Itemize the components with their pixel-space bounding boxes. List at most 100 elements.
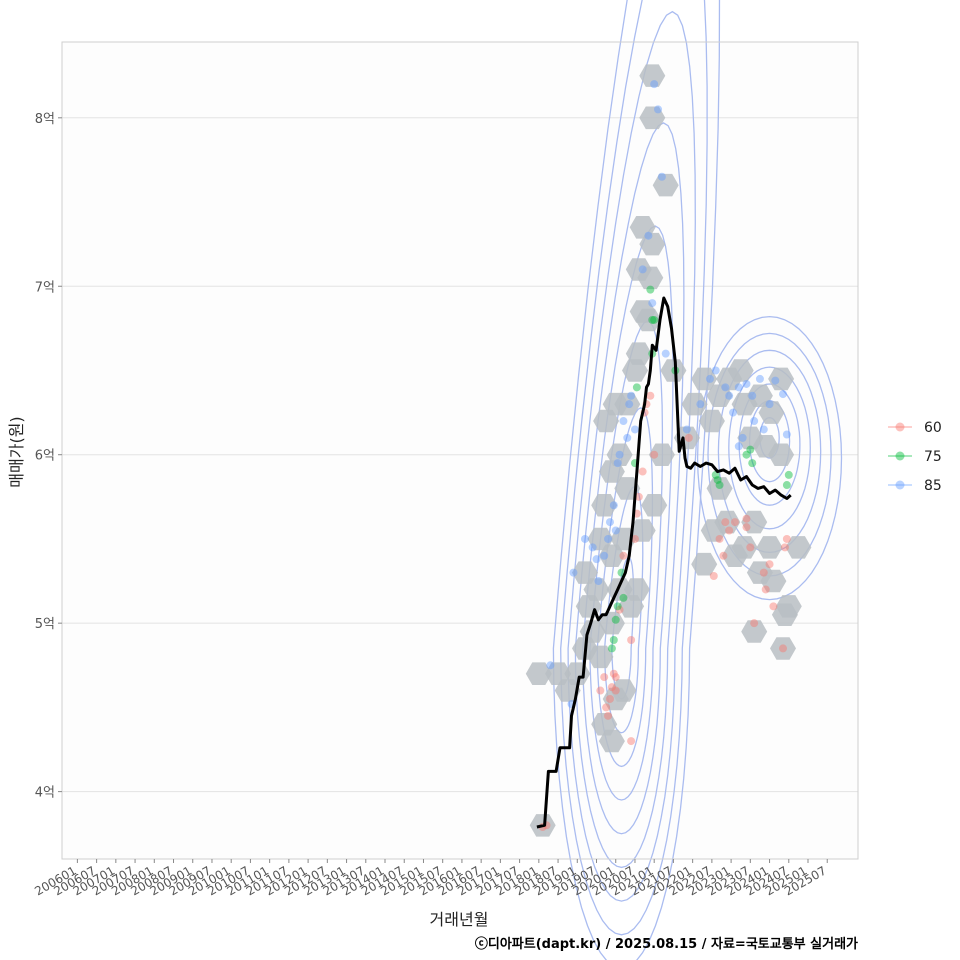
- hexbin-cell: [785, 536, 812, 559]
- scatter-point-85: [611, 526, 620, 535]
- scatter-point-85: [592, 555, 601, 564]
- scatter-point-75: [646, 285, 655, 294]
- scatter-point-75: [607, 644, 616, 653]
- scatter-point-75: [784, 470, 793, 479]
- hexbin-cell: [681, 392, 708, 416]
- scatter-point-85: [748, 391, 757, 400]
- hexbin-cell: [741, 620, 768, 643]
- trend-line: [536, 296, 792, 829]
- hexbin-cell: [714, 510, 741, 534]
- scatter-point-60: [650, 450, 659, 459]
- hexbin-cell: [771, 603, 798, 626]
- scatter-point-75: [715, 481, 724, 490]
- scatter-point-60: [596, 686, 605, 695]
- scatter-point-60: [719, 551, 728, 560]
- contour-right: [707, 332, 832, 577]
- scatter-point-60: [750, 619, 759, 628]
- hexbin-cell: [593, 409, 620, 433]
- scatter-point-75: [613, 602, 622, 611]
- y-tick-label: 6억: [35, 449, 55, 464]
- hexbin-cell: [760, 569, 787, 593]
- scatter-point-85: [711, 366, 720, 375]
- scatter-point-85: [648, 299, 657, 308]
- scatter-point-60: [725, 526, 734, 535]
- scatter-point-85: [765, 400, 774, 409]
- hexbin-cell: [741, 510, 768, 534]
- scatter-point-85: [623, 433, 632, 442]
- hexbin-cell: [758, 401, 785, 424]
- hexbin-cell: [727, 359, 754, 382]
- scatter-point-60: [730, 518, 739, 527]
- hexbin-cell: [629, 519, 656, 542]
- scatter-point-60: [769, 602, 778, 611]
- scatter-point-85: [725, 391, 734, 400]
- scatter-point-85: [661, 349, 670, 358]
- scatter-point-60: [627, 737, 636, 746]
- scatter-point-60: [780, 543, 789, 552]
- scatter-point-75: [619, 593, 628, 602]
- legend-label: 60: [924, 420, 942, 436]
- scatter-point-85: [738, 433, 747, 442]
- scatter-point-60: [779, 644, 788, 653]
- y-tick-label: 4억: [35, 786, 55, 801]
- scatter-point-85: [630, 425, 639, 434]
- scatter-point-85: [759, 425, 768, 434]
- scatter-point-75: [713, 475, 722, 484]
- hexbin-cell: [614, 392, 641, 416]
- scatter-point-75: [632, 383, 641, 392]
- scatter-point-85: [638, 265, 647, 274]
- scatter-point-75: [748, 459, 757, 468]
- scatter-point-85: [613, 459, 622, 468]
- y-tick-label: 5억: [35, 617, 55, 632]
- scatter-point-85: [782, 430, 791, 439]
- scatter-point-60: [630, 534, 639, 543]
- hexbin-cell: [652, 173, 679, 197]
- scatter-point-85: [580, 534, 589, 543]
- contour-right: [696, 315, 843, 601]
- scatter-point-85: [654, 105, 663, 114]
- scatter-point-60: [634, 492, 643, 501]
- scatter-point-85: [619, 417, 628, 426]
- scatter-point-75: [650, 315, 659, 324]
- scatter-point-60: [715, 534, 724, 543]
- scatter-point-60: [611, 686, 620, 695]
- hexbin-cell: [660, 359, 687, 382]
- scatter-point-85: [682, 425, 691, 434]
- grid-lines: [62, 117, 858, 793]
- scatter-point-85: [755, 374, 764, 383]
- contour-left: [552, 0, 721, 960]
- scatter-point-85: [594, 577, 603, 586]
- hexbin-cell: [641, 494, 668, 517]
- hexbin-cell: [698, 409, 725, 433]
- scatter-point-60: [646, 391, 655, 400]
- scatter-point-85: [734, 442, 743, 451]
- legend-key-dot: [895, 480, 905, 490]
- hexbin-cell: [648, 443, 675, 466]
- scatter-point-85: [750, 417, 759, 426]
- hexbin-cell: [602, 687, 629, 711]
- scatter-point-85: [605, 518, 614, 527]
- hexbin-cell: [770, 637, 796, 660]
- scatter-point-85: [546, 661, 555, 670]
- scatter-point-60: [638, 467, 647, 476]
- scatter-point-85: [705, 374, 714, 383]
- scatter-point-60: [607, 683, 616, 692]
- scatter-point-85: [615, 450, 624, 459]
- hexbin-cell: [768, 443, 795, 466]
- hexbin-cell: [691, 367, 718, 391]
- scatter-point-60: [761, 585, 770, 594]
- scatter-point-60: [605, 694, 614, 703]
- legend-key-dot: [895, 451, 905, 461]
- scatter-point-75: [782, 481, 791, 490]
- hexbin-cell: [623, 578, 650, 601]
- legend: 60 75 85: [888, 420, 942, 494]
- trend-layer: [536, 296, 792, 829]
- scatter-point-60: [615, 605, 624, 614]
- scatter-point-60: [782, 534, 791, 543]
- scatter-point-85: [600, 551, 609, 560]
- legend-label: 75: [924, 449, 942, 465]
- hexbin-cell: [691, 552, 718, 576]
- scatter-point-85: [609, 501, 618, 510]
- hexbin-cell: [639, 106, 666, 130]
- scatter-point-60: [684, 433, 693, 442]
